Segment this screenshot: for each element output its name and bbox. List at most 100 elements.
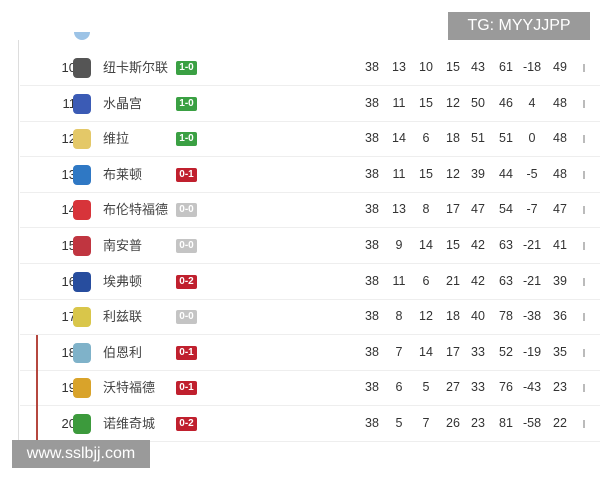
clipped-column bbox=[583, 313, 585, 322]
stat-cell: -58 bbox=[522, 416, 542, 430]
stat-cell: 7 bbox=[395, 344, 403, 359]
stat-cell: 46 bbox=[499, 95, 513, 110]
rank: 19 bbox=[61, 380, 76, 396]
stat-cell: 26 bbox=[446, 416, 460, 430]
team-name[interactable]: 利兹联 bbox=[103, 309, 143, 325]
clipped-column bbox=[583, 420, 585, 428]
table-row[interactable]: 11 水晶宫 1-0 38 11 15 12 50 46 4 48 bbox=[20, 86, 600, 122]
clipped-column bbox=[583, 348, 585, 357]
stat-cell: 12 bbox=[419, 309, 433, 324]
stat-cell: 61 bbox=[499, 60, 513, 74]
stat-cell: -43 bbox=[522, 380, 542, 395]
team-logo-partial bbox=[74, 32, 90, 40]
stat-cell: 13 bbox=[392, 60, 406, 74]
rank: 13 bbox=[61, 166, 76, 182]
stat-cell: 47 bbox=[553, 202, 567, 217]
stat-cell: 48 bbox=[553, 95, 567, 110]
stat-cell: 11 bbox=[392, 95, 406, 110]
clipped-column bbox=[583, 206, 585, 215]
stat-cell: 38 bbox=[365, 416, 379, 430]
stat-cell: 23 bbox=[471, 416, 485, 430]
last-result-badge: 0-0 bbox=[176, 239, 197, 253]
stat-cell: 15 bbox=[419, 95, 433, 110]
stat-cell: 43 bbox=[471, 60, 485, 74]
stat-cell: 38 bbox=[365, 273, 379, 288]
table-row[interactable]: 12 维拉 1-0 38 14 6 18 51 51 0 48 bbox=[20, 121, 600, 158]
relegation-marker bbox=[36, 406, 38, 442]
team-name[interactable]: 布伦特福德 bbox=[103, 202, 169, 218]
stat-cell: 15 bbox=[446, 238, 460, 252]
relegation-marker bbox=[36, 370, 38, 407]
clipped-column bbox=[583, 135, 585, 144]
norwich-logo-icon bbox=[73, 414, 91, 434]
stat-cell: 7 bbox=[422, 416, 430, 430]
brentford-logo-icon bbox=[73, 200, 91, 221]
stat-cell: 5 bbox=[422, 380, 430, 395]
team-name[interactable]: 水晶宫 bbox=[103, 95, 143, 111]
stat-cell: 17 bbox=[446, 202, 460, 217]
last-result-badge: 0-1 bbox=[176, 381, 197, 396]
last-result-badge: 0-0 bbox=[176, 203, 197, 218]
stat-cell: 12 bbox=[446, 166, 460, 181]
stat-cell: 81 bbox=[499, 416, 513, 430]
stat-cell: 15 bbox=[446, 60, 460, 74]
stat-cell: 38 bbox=[365, 60, 379, 74]
stat-cell: 47 bbox=[471, 202, 485, 217]
rank: 18 bbox=[61, 344, 76, 360]
rank: 10 bbox=[61, 60, 76, 75]
stat-cell: -19 bbox=[522, 344, 542, 359]
table-row[interactable]: 10 纽卡斯尔联 1-0 38 13 10 15 43 61 -18 49 bbox=[20, 50, 600, 86]
stat-cell: 54 bbox=[499, 202, 513, 217]
table-row[interactable]: 17 利兹联 0-0 38 8 12 18 40 78 -38 36 bbox=[20, 299, 600, 336]
stat-cell: 21 bbox=[446, 273, 460, 288]
stat-cell: 38 bbox=[365, 131, 379, 146]
watford-logo-icon bbox=[73, 378, 91, 399]
clipped-column bbox=[583, 277, 585, 286]
table-row[interactable]: 20 诺维奇城 0-2 38 5 7 26 23 81 -58 22 bbox=[20, 406, 600, 442]
table-row[interactable]: 16 埃弗顿 0-2 38 11 6 21 42 63 -21 39 bbox=[20, 264, 600, 300]
stat-cell: 51 bbox=[499, 131, 513, 146]
stat-cell: 38 bbox=[365, 309, 379, 324]
team-name[interactable]: 诺维奇城 bbox=[103, 416, 156, 431]
team-name[interactable]: 维拉 bbox=[103, 131, 130, 147]
team-name[interactable]: 纽卡斯尔联 bbox=[103, 60, 169, 75]
clipped-column bbox=[583, 64, 585, 72]
stat-cell: 8 bbox=[422, 202, 430, 217]
team-name[interactable]: 布莱顿 bbox=[103, 166, 143, 182]
table-row[interactable]: 13 布莱顿 0-1 38 11 15 12 39 44 -5 48 bbox=[20, 157, 600, 193]
last-result-badge: 1-0 bbox=[176, 132, 197, 147]
stat-cell: -7 bbox=[526, 202, 538, 217]
last-result-badge: 0-2 bbox=[176, 274, 197, 289]
stat-cell: 6 bbox=[422, 131, 430, 146]
leeds-logo-icon bbox=[73, 307, 91, 328]
stat-cell: 13 bbox=[392, 202, 406, 217]
last-result-badge: 1-0 bbox=[176, 61, 197, 75]
stat-cell: -5 bbox=[526, 166, 538, 181]
team-name[interactable]: 南安普 bbox=[103, 238, 143, 253]
table-row[interactable]: 18 伯恩利 0-1 38 7 14 17 33 52 -19 35 bbox=[20, 334, 600, 371]
table-row[interactable]: 14 布伦特福德 0-0 38 13 8 17 47 54 -7 47 bbox=[20, 192, 600, 229]
team-name[interactable]: 埃弗顿 bbox=[103, 273, 143, 289]
stat-cell: 50 bbox=[471, 95, 485, 110]
team-name[interactable]: 沃特福德 bbox=[103, 380, 156, 396]
stat-cell: 23 bbox=[553, 380, 567, 395]
stat-cell: 8 bbox=[395, 309, 403, 324]
clipped-column bbox=[583, 384, 585, 393]
team-name[interactable]: 伯恩利 bbox=[103, 344, 143, 360]
rank: 11 bbox=[62, 95, 77, 111]
stat-cell: 11 bbox=[392, 273, 406, 288]
stat-cell: 27 bbox=[446, 380, 460, 395]
table-row[interactable]: 15 南安普 0-0 38 9 14 15 42 63 -21 41 bbox=[20, 228, 600, 264]
stat-cell: 36 bbox=[553, 309, 567, 324]
table-row[interactable]: 19 沃特福德 0-1 38 6 5 27 33 76 -43 23 bbox=[20, 370, 600, 407]
stat-cell: 33 bbox=[471, 380, 485, 395]
clipped-column bbox=[583, 99, 585, 108]
stat-cell: 6 bbox=[422, 273, 430, 288]
stat-cell: 76 bbox=[499, 380, 513, 395]
burnley-logo-icon bbox=[73, 342, 91, 363]
stat-cell: 12 bbox=[446, 95, 460, 110]
rank: 15 bbox=[61, 238, 76, 253]
stat-cell: 18 bbox=[446, 131, 460, 146]
stat-cell: 18 bbox=[446, 309, 460, 324]
rank: 12 bbox=[61, 131, 76, 147]
